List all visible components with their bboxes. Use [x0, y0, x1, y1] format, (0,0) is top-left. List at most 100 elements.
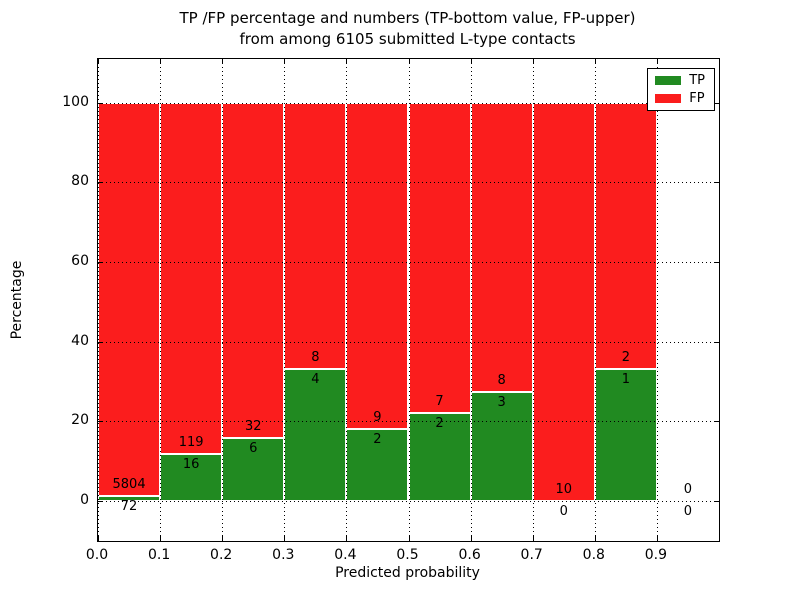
x-tick-label: 0.4 [334, 547, 357, 563]
x-tick-label: 0.0 [85, 547, 109, 563]
y-tick-mark [714, 501, 719, 503]
x-tick-mark [408, 59, 410, 64]
fp-count-label: 10 [555, 482, 573, 498]
x-tick-mark [656, 59, 658, 64]
x-tick-mark [656, 536, 658, 541]
x-tick-mark [470, 59, 472, 64]
tp-count-label: 4 [311, 371, 320, 387]
tp-count-label: 0 [683, 504, 693, 520]
legend: TP FP [647, 68, 715, 111]
x-tick-mark [160, 59, 162, 64]
y-tick-label: 100 [62, 93, 89, 110]
gridline-vertical [98, 59, 99, 541]
x-tick-mark [98, 536, 99, 541]
x-tick-mark [532, 59, 534, 64]
x-axis-label: Predicted probability [335, 565, 480, 581]
bar-tp-segment [160, 453, 223, 502]
x-tick-mark [532, 536, 534, 541]
chart-title: TP /FP percentage and numbers (TP-bottom… [97, 8, 718, 50]
gridline-vertical [222, 59, 224, 541]
x-tick-mark [346, 59, 348, 64]
tp-count-label: 3 [497, 395, 506, 411]
fp-count-label: 0 [683, 482, 693, 498]
x-tick-label: 0.9 [644, 547, 668, 563]
x-tick-mark [284, 536, 286, 541]
legend-entry-tp: TP [655, 74, 705, 87]
gridline-vertical [408, 59, 410, 541]
bar-fp-segment [532, 102, 595, 502]
gridline-vertical [532, 59, 534, 541]
bar-tp-segment [408, 412, 471, 502]
bar-fp-segment [408, 102, 471, 413]
x-tick-mark [470, 536, 472, 541]
bar-tp-segment [346, 428, 409, 502]
gridline-vertical [346, 59, 348, 541]
y-tick-mark [714, 421, 719, 423]
bar-fp-segment [222, 102, 285, 439]
x-tick-mark [98, 59, 99, 64]
y-axis-label: Percentage [9, 260, 25, 340]
bar-tp-segment [284, 368, 347, 502]
fp-count-label: 119 [178, 434, 204, 450]
y-tick-mark [714, 341, 719, 343]
x-tick-mark [160, 536, 162, 541]
y-tick-label: 20 [71, 412, 89, 429]
x-tick-label: 0.1 [147, 547, 171, 563]
fp-count-label: 8 [497, 373, 506, 389]
legend-label-tp: TP [689, 73, 705, 88]
x-tick-mark [222, 536, 224, 541]
x-tick-mark [594, 59, 596, 64]
fp-legend-swatch-icon [655, 94, 682, 103]
legend-label-fp: FP [689, 91, 705, 106]
x-tick-label: 0.8 [582, 547, 605, 563]
gridline-vertical [284, 59, 286, 541]
y-tick-mark [714, 262, 719, 264]
x-tick-mark [346, 536, 348, 541]
x-tick-label: 0.5 [396, 547, 419, 563]
y-tick-mark [714, 182, 719, 184]
gridline-vertical [160, 59, 162, 541]
bar-fp-segment [98, 102, 161, 497]
y-tick-label: 80 [71, 173, 89, 190]
fp-count-label: 32 [244, 419, 262, 435]
y-tick-mark [98, 341, 103, 343]
tp-count-label: 6 [249, 441, 258, 457]
bar-fp-segment [160, 102, 223, 454]
tp-legend-swatch-icon [655, 76, 682, 85]
bar-fp-segment [284, 102, 347, 369]
gridline-vertical [470, 59, 472, 541]
bar-tp-segment [594, 368, 657, 502]
y-tick-mark [714, 102, 719, 104]
fp-count-label: 9 [373, 409, 382, 425]
x-tick-label: 0.6 [458, 547, 481, 563]
tp-count-label: 2 [373, 431, 382, 447]
y-tick-label: 0 [80, 492, 89, 509]
tp-count-label: 0 [559, 504, 568, 520]
legend-entry-fp: FP [655, 92, 705, 105]
fp-count-label: 5804 [112, 477, 146, 493]
x-tick-label: 0.7 [520, 547, 543, 563]
x-tick-mark [222, 59, 224, 64]
tp-count-label: 72 [120, 499, 138, 515]
x-tick-label: 0.2 [210, 547, 233, 563]
x-tick-mark [594, 536, 596, 541]
y-tick-mark [98, 262, 103, 264]
bar-fp-segment [470, 102, 533, 393]
x-tick-mark [408, 536, 410, 541]
y-tick-mark [98, 182, 103, 184]
chart-title-line-1: TP /FP percentage and numbers (TP-bottom… [179, 9, 636, 27]
gridline-vertical [594, 59, 596, 541]
y-tick-mark [98, 421, 103, 423]
y-tick-mark [98, 501, 103, 503]
y-tick-label: 40 [71, 332, 89, 349]
tp-count-label: 2 [435, 415, 444, 431]
plot-area: TP FP 5804 72 119 16 32 6 8 4 9 2 7 2 8 3 10 0 2 1 0 0 [97, 58, 720, 542]
fp-count-label: 2 [621, 349, 630, 365]
y-tick-label: 60 [71, 253, 89, 270]
bar-fp-segment [346, 102, 409, 429]
x-tick-mark [284, 59, 286, 64]
tp-count-label: 1 [621, 371, 630, 387]
y-tick-mark [98, 102, 103, 104]
x-tick-label: 0.3 [272, 547, 295, 563]
